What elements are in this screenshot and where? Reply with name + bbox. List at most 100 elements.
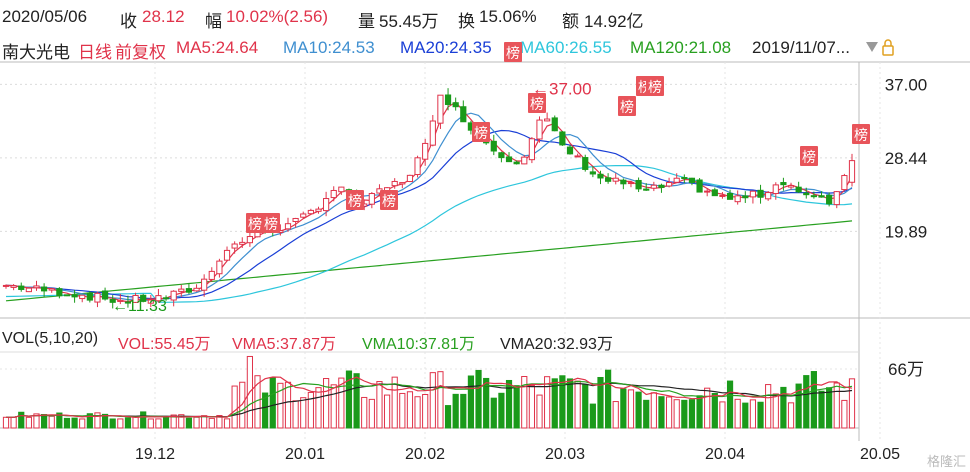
volume-bar <box>467 375 475 429</box>
bang-marker-text: 榜 <box>802 149 816 166</box>
volume-bar <box>681 399 688 429</box>
volume-bar <box>833 382 840 429</box>
volume-bar <box>521 376 528 429</box>
volume-bar <box>300 397 307 429</box>
adjust-label[interactable]: 前复权 <box>115 43 166 62</box>
volume-bar <box>498 392 505 429</box>
volume-bar <box>810 371 817 429</box>
candle-body <box>589 171 596 175</box>
x-tick-label: 20.01 <box>285 446 325 463</box>
volume-bar <box>627 389 635 429</box>
volume-bar <box>612 401 619 429</box>
bang-marker-box <box>852 124 870 144</box>
volume-bar <box>41 414 48 429</box>
close-label: 收 <box>120 12 137 31</box>
ma120-label: MA120:21.08 <box>630 38 732 57</box>
candle-body <box>605 177 612 182</box>
volume-bar <box>605 369 612 429</box>
candle-body <box>643 188 650 191</box>
turnover-value: 15.06% <box>479 7 537 26</box>
volume-bar <box>140 411 147 429</box>
vma5-line <box>6 376 853 419</box>
candle-body <box>688 177 696 183</box>
candle-body <box>765 192 772 200</box>
candle-body <box>414 157 421 176</box>
candle-body <box>10 285 17 288</box>
volume-bar <box>56 412 63 429</box>
volume-bar <box>696 395 703 429</box>
x-tick-label: 20.05 <box>860 446 900 463</box>
bang-marker-text: 榜 <box>264 216 278 233</box>
bang-marker-text: 榜 <box>854 127 868 144</box>
volume-bar <box>33 413 40 429</box>
candle-body <box>71 294 78 298</box>
volume-bar <box>94 412 101 429</box>
volume-bar <box>193 416 200 429</box>
candle-body <box>787 185 795 188</box>
candle-body <box>826 194 833 205</box>
volume-bar <box>399 392 406 429</box>
volume-bar <box>376 381 383 429</box>
candle-body <box>612 177 619 182</box>
candle-body <box>246 236 253 244</box>
price-tick-label: 28.44 <box>885 149 928 168</box>
volume-bar <box>361 396 368 429</box>
lock-icon[interactable] <box>882 39 894 56</box>
candle-body <box>795 186 802 193</box>
candle-body <box>338 186 345 193</box>
candle-body <box>536 119 543 140</box>
candle-body <box>544 118 551 122</box>
candle-body <box>841 175 848 191</box>
candle-body <box>284 223 292 230</box>
volume-bar <box>803 375 810 429</box>
candle-body <box>574 155 581 158</box>
candle-body <box>140 294 147 302</box>
volume-bar <box>787 402 795 429</box>
volume-bar <box>673 399 680 429</box>
candle-body <box>124 301 132 304</box>
volume-bar <box>818 390 825 429</box>
change-value: 10.02%(2.56) <box>226 7 329 26</box>
candle-body <box>437 94 444 124</box>
ma-legend: 南大光电 日线 前复权 MA5:24.64 MA10:24.53 MA20:24… <box>0 34 970 62</box>
candle-body <box>391 180 398 187</box>
candle-body <box>582 157 589 170</box>
volume-bar <box>559 375 566 429</box>
date-range-label[interactable]: 2019/11/07... <box>752 38 850 57</box>
candle-body <box>170 290 177 301</box>
candle-body <box>635 179 642 190</box>
ma10-line <box>5 112 853 301</box>
volume-bar <box>528 385 535 429</box>
candle-body <box>292 217 299 222</box>
close-value: 28.12 <box>142 7 185 26</box>
volume-bar <box>795 383 802 429</box>
bang-marker-box <box>246 213 264 233</box>
volume-tick-label: 66万 <box>888 360 924 379</box>
volume-bar <box>239 381 246 429</box>
candle-body <box>33 285 40 289</box>
candle-body <box>208 270 215 280</box>
candle-body <box>368 193 375 205</box>
ma120-line <box>5 220 853 302</box>
volume-bar <box>650 392 657 429</box>
volume-bar <box>452 393 459 429</box>
volume-bar <box>597 376 604 429</box>
x-tick-label: 19.12 <box>135 446 175 463</box>
candle-body <box>696 179 703 193</box>
bang-marker-text: 榜 <box>248 216 262 233</box>
x-tick-label: 20.03 <box>545 446 585 463</box>
candle-body <box>772 184 779 195</box>
bang-marker-text: 榜 <box>474 125 488 142</box>
volume-bar <box>315 387 322 429</box>
volume-bar <box>582 383 589 429</box>
volume-bar <box>223 418 231 429</box>
candle-body <box>48 288 55 291</box>
volume-label: 量 <box>358 12 375 31</box>
volume-bar <box>742 402 749 429</box>
volume-bar <box>132 416 139 429</box>
dropdown-triangle-icon[interactable] <box>866 42 878 52</box>
candle-body <box>2 284 10 287</box>
candle-body <box>178 288 185 292</box>
period-label[interactable]: 日线 <box>78 43 112 62</box>
volume-bar <box>757 401 764 429</box>
